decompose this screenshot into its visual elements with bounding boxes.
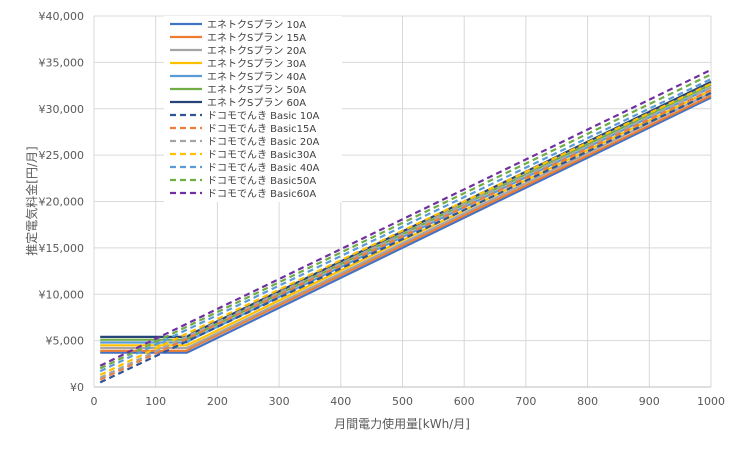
y-tick-label: ¥20,000 [39,196,85,209]
x-tick-label: 600 [454,395,475,408]
axes: ¥0 ¥5,000 ¥10,000 ¥15,000 ¥20,000 ¥25,000 ¥30,… [39,10,726,408]
legend-label: エネトクSプラン 30A [207,58,306,70]
series-line-4 [100,89,712,347]
legend-label: ドコモでんき Basic 40A [207,162,320,174]
x-tick-label: 500 [392,395,413,408]
legend-label: エネトクSプラン 10A [207,19,306,31]
series-line-5 [100,86,712,344]
x-tick-label: 700 [515,395,536,408]
y-tick-label: ¥35,000 [39,56,85,69]
x-tick-label: 1000 [697,395,725,408]
legend-label: エネトクSプラン 50A [207,84,306,96]
series-line-2 [100,94,712,352]
legend-background [164,16,342,202]
x-tick-label: 900 [639,395,660,408]
legend-label: ドコモでんき Basic60A [207,188,316,200]
series-line-1 [100,96,712,354]
series-line-3 [100,92,712,350]
y-tick-label: ¥15,000 [39,242,85,255]
legend-label: ドコモでんき Basic30A [207,149,316,161]
y-tick-label: ¥40,000 [39,10,85,23]
x-tick-label: 100 [145,395,166,408]
legend-label: ドコモでんき Basic 20A [207,136,320,148]
series-line-10 [99,86,712,379]
legend-label: エネトクSプラン 15A [207,32,306,44]
series-line-7 [100,80,712,338]
legend-label: エネトクSプラン 60A [207,97,306,109]
legend-label: ドコモでんき Basic50A [207,175,316,187]
x-tick-label: 300 [269,395,290,408]
series-layer [99,68,712,384]
y-tick-label: ¥5,000 [46,335,85,348]
series-line-14 [99,68,712,367]
y-axis-title: 推定電気料金[円/月] [24,146,39,255]
legend-label: ドコモでんき Basic15A [207,123,316,135]
y-tick-label: ¥25,000 [39,149,85,162]
legend-label: エネトクSプラン 20A [207,45,306,57]
series-line-11 [99,82,712,376]
series-line-6 [100,83,712,341]
x-axis-title: 月間電力使用量[kWh/月] [334,416,470,431]
series-line-9 [99,89,712,381]
legend-label: エネトクSプラン 40A [207,71,306,83]
x-tick-label: 0 [91,395,98,408]
series-line-8 [99,92,712,384]
x-tick-label: 400 [330,395,351,408]
y-tick-label: ¥10,000 [39,288,85,301]
y-tick-label: ¥0 [70,381,84,394]
y-tick-label: ¥30,000 [39,103,85,116]
x-tick-label: 200 [207,395,228,408]
series-line-13 [99,73,712,370]
legend-label: ドコモでんき Basic 10A [207,110,320,122]
series-line-12 [99,78,712,373]
x-tick-label: 800 [577,395,598,408]
